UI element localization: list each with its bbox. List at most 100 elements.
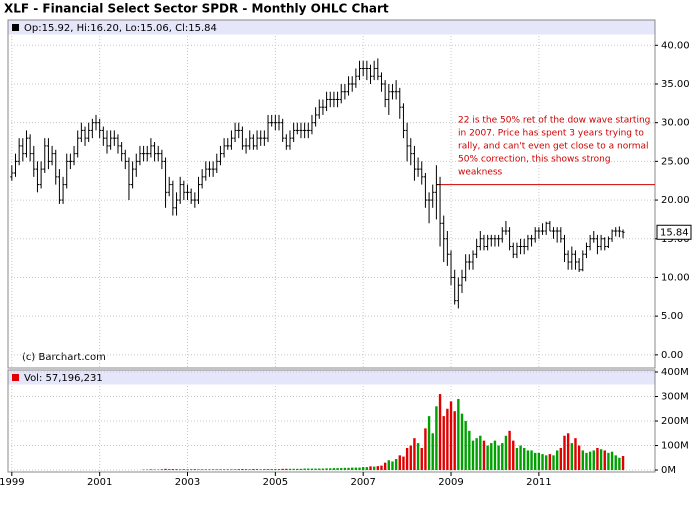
volume-bar: [281, 468, 284, 471]
volume-bar: [318, 468, 321, 471]
volume-bar: [544, 455, 548, 471]
volume-bar: [526, 450, 530, 471]
volume-bar: [497, 445, 500, 471]
volume-bar: [559, 447, 563, 471]
volume-bar: [596, 447, 599, 471]
volume-bar: [329, 468, 332, 471]
volume-legend: Vol: 57,196,231: [24, 373, 103, 384]
annotation-text: 22 is the 50% ret of the dow wave starti…: [458, 116, 650, 126]
volume-bar: [241, 469, 244, 471]
volume-legend-strip: [8, 370, 655, 385]
volume-bar: [479, 435, 482, 471]
annotation-text: weakness: [458, 168, 503, 178]
volume-bar: [369, 466, 372, 471]
x-tick-label: 2001: [87, 477, 112, 488]
volume-bar: [435, 406, 438, 471]
volume-bar: [501, 443, 504, 471]
volume-bar: [314, 468, 317, 471]
volume-bar: [442, 416, 445, 471]
volume-bar: [292, 468, 295, 471]
volume-bar: [288, 468, 292, 471]
volume-bar: [537, 452, 541, 471]
y-tick-label: 100M: [661, 441, 689, 452]
volume-bar: [340, 468, 343, 471]
volume-bar: [555, 450, 559, 471]
volume-bar: [508, 430, 511, 471]
volume-bar: [512, 440, 515, 471]
volume-bar: [431, 433, 434, 471]
volume-bar: [208, 469, 211, 471]
volume-bar: [307, 468, 310, 471]
volume-bar: [603, 450, 606, 471]
volume-bar: [570, 443, 574, 471]
volume-bar: [171, 469, 175, 471]
volume-bar: [310, 468, 314, 471]
volume-bar: [563, 435, 566, 471]
y-tick-label: 35.00: [661, 79, 690, 90]
volume-bar: [296, 468, 299, 471]
volume-bar: [449, 401, 453, 471]
x-tick-label: 2007: [350, 477, 375, 488]
volume-bar: [358, 467, 361, 471]
volume-bar: [380, 465, 383, 471]
x-tick-label: 1999: [0, 477, 25, 488]
volume-bar: [541, 454, 544, 471]
volume-bar: [178, 469, 182, 471]
volume-bar: [482, 440, 486, 471]
last-price-label: 15.84: [660, 227, 689, 238]
y-tick-label: 30.00: [661, 118, 690, 129]
volume-bar: [446, 408, 449, 471]
volume-bar: [226, 469, 229, 471]
price-legend: Op:15.92, Hi:16.20, Lo:15.06, Cl:15.84: [24, 23, 217, 34]
x-tick-label: 2005: [263, 477, 288, 488]
volume-bar: [193, 469, 197, 471]
volume-bar: [599, 449, 603, 471]
credit: (c) Barchart.com: [22, 352, 106, 363]
volume-bar: [468, 430, 471, 471]
volume-bar: [427, 416, 431, 471]
volume-bar: [372, 466, 376, 471]
volume-bar: [230, 469, 233, 471]
volume-bar: [248, 469, 251, 471]
y-tick-label: 400M: [661, 367, 689, 378]
volume-bar: [277, 469, 281, 471]
volume-bar: [160, 469, 164, 471]
volume-bar: [574, 438, 577, 471]
volume-bar: [387, 460, 391, 471]
volume-bar: [219, 469, 222, 471]
last-price-box: [656, 224, 692, 240]
volume-bar: [566, 433, 570, 471]
volume-bar: [237, 469, 240, 471]
y-tick-label: 40.00: [661, 40, 690, 51]
volume-legend-swatch: [12, 374, 19, 381]
y-tick-label: 10.00: [661, 272, 690, 283]
volume-bar: [270, 469, 273, 471]
x-tick-label: 2011: [526, 477, 551, 488]
volume-bar: [409, 445, 412, 471]
volume-bar: [222, 469, 226, 471]
volume-bar: [303, 468, 306, 471]
volume-bar: [607, 452, 610, 471]
volume-bar: [610, 451, 614, 471]
volume-bar: [504, 435, 508, 471]
volume-bar: [471, 440, 475, 471]
x-tick-label: 2009: [438, 477, 463, 488]
y-tick-label: 0M: [661, 465, 676, 476]
volume-bar: [255, 469, 259, 471]
volume-bar: [244, 469, 248, 471]
volume-bar: [383, 462, 387, 471]
volume-bar: [420, 447, 423, 471]
volume-bar: [204, 469, 208, 471]
volume-bar: [424, 428, 427, 471]
volume-bar: [519, 445, 522, 471]
annotation-text: 50% correction, this shows strong: [458, 155, 611, 165]
volume-bar: [182, 469, 186, 471]
volume-bar: [548, 454, 552, 471]
volume-bar: [343, 467, 347, 471]
y-tick-label: 300M: [661, 392, 689, 403]
volume-bar: [215, 469, 218, 471]
volume-bar: [530, 450, 533, 471]
volume-bar: [259, 469, 262, 471]
volume-bar: [321, 468, 325, 471]
